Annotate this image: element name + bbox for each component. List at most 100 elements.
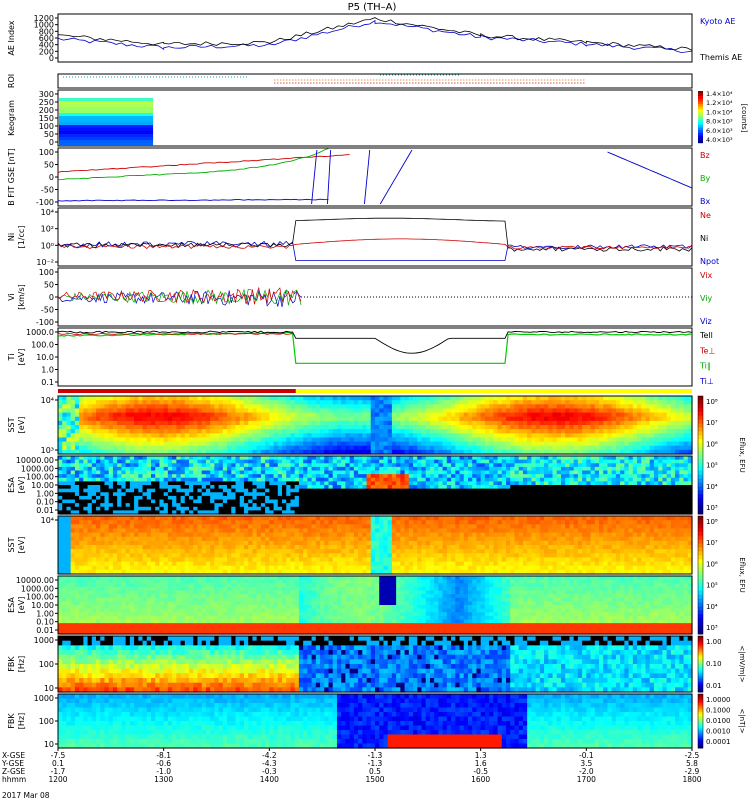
sst-ions-cell	[303, 449, 308, 455]
sst-ions-cell	[548, 400, 554, 405]
sst-electrons-cell	[117, 516, 122, 521]
esa-ions-cell	[472, 492, 478, 497]
esa-ions-cell	[603, 485, 609, 490]
esa-ions-cell	[544, 492, 549, 497]
esa-ions-cell	[248, 506, 254, 511]
sst-ions-cell	[429, 408, 435, 414]
sst-ions-cell	[421, 408, 427, 414]
esa-ions-cell	[286, 495, 292, 501]
esa-ions-cell	[290, 470, 296, 475]
esa-ions-cell	[489, 495, 494, 501]
sst-ions-cell	[467, 449, 473, 455]
esa-ions-cell	[649, 466, 655, 472]
esa-ions-cell	[79, 481, 84, 486]
esa-ions-cell	[155, 470, 161, 475]
esa-ions-cell	[349, 492, 355, 497]
esa-ions-cell	[341, 499, 347, 504]
esa-ions-cell	[476, 506, 482, 511]
sst-electrons-cell	[121, 540, 127, 546]
esa-ions-cell	[303, 492, 308, 497]
sst-ions-cell	[366, 404, 372, 410]
esa-ions-cell	[74, 492, 80, 497]
esa-ions-cell	[273, 466, 279, 472]
esa-ions-cell	[79, 474, 84, 479]
sst-ions-cell	[159, 416, 165, 422]
sst-ions-cell	[201, 437, 207, 443]
esa-ions-cell	[404, 499, 410, 504]
esa-ions-ytick-label: 1.00	[36, 489, 54, 498]
sst-ions-cell	[112, 396, 118, 401]
esa-ions-cell	[155, 506, 161, 511]
sst-ions-cell	[91, 449, 97, 455]
sst-ions-cell	[425, 425, 431, 430]
esa-ions-cell	[277, 466, 283, 472]
esa-ions-cell	[353, 481, 359, 486]
sst-ions-cell	[362, 429, 368, 434]
esa-ions-cell	[121, 506, 127, 511]
sst-ions-cell	[277, 396, 283, 401]
sst-ions-cell	[282, 429, 287, 434]
esa-ions-cell	[413, 492, 418, 497]
keogram-ytick-label: 100	[39, 122, 54, 131]
esa-ions-cell	[687, 506, 693, 511]
sst-electrons-cell	[142, 528, 148, 534]
sst-ions-cell	[548, 404, 554, 410]
sst-ions-cell	[324, 416, 330, 422]
sst-ions-cell	[603, 437, 609, 443]
sst-ions-cell	[582, 433, 587, 439]
esa-ions-cell	[366, 506, 372, 511]
esa-ions-cell	[675, 506, 680, 511]
esa-ions-cell	[662, 459, 668, 464]
sst-ions-cell	[463, 441, 469, 447]
sst-ions-cell	[510, 420, 516, 426]
esa-ions-cell	[62, 470, 68, 475]
sst-ions-cell	[197, 408, 203, 414]
esa-ions-cell	[307, 506, 313, 511]
sst-ions-cell	[531, 408, 537, 414]
esa-ions-cell	[282, 506, 287, 511]
sst-ions-cell	[535, 412, 541, 418]
sst-ions-cell	[121, 396, 127, 401]
sst-ions-cell	[146, 449, 152, 455]
sst-ions-cell	[332, 445, 338, 451]
esa-ions-cell	[535, 474, 541, 479]
esa-ions-cell	[117, 506, 122, 511]
sst-ions-cell	[265, 433, 270, 439]
sst-ions-cell	[675, 408, 680, 414]
sst-ions-cell	[260, 449, 266, 455]
esa-ions-cell	[282, 481, 287, 486]
sst-ions-cell	[620, 416, 625, 422]
sst-ions-cell	[324, 445, 330, 451]
esa-ions-cell	[83, 510, 89, 515]
sst-ions-cell	[434, 425, 439, 430]
esa-ions-cell	[379, 499, 385, 504]
sst-ions-cell	[91, 441, 97, 447]
esa-ions-cell	[205, 474, 211, 479]
esa-ions-cell	[180, 477, 186, 482]
sst-ions-cell	[396, 445, 401, 451]
esa-ions-cell	[658, 485, 664, 490]
sst-ions-cell	[345, 408, 351, 414]
sst-ions-cell	[641, 433, 647, 439]
esa-ions-cell	[125, 481, 131, 486]
sst-ions-cell	[480, 396, 486, 401]
esa-ions-spectrogram	[58, 456, 693, 515]
sst-ions-cell	[358, 425, 363, 430]
sst-ions-cell	[87, 408, 93, 414]
esa-ions-cell	[150, 488, 156, 493]
esa-ions-cell	[265, 474, 270, 479]
sst-ions-cell	[522, 412, 528, 418]
esa-ions-cell	[586, 463, 592, 468]
esa-ions-cell	[459, 506, 465, 511]
sst-ions-cell	[222, 404, 228, 410]
esa-ions-cell	[459, 499, 465, 504]
sst-ions-cell	[180, 425, 186, 430]
sst-ions-cell	[641, 404, 647, 410]
sst-ions-cell	[235, 408, 241, 414]
esa-ions-cell	[121, 456, 127, 461]
sst-ions-cell	[391, 445, 397, 451]
esa-ions-cell	[573, 510, 579, 515]
sst-ions-cell	[451, 404, 456, 410]
sst-ions-cell	[214, 396, 220, 401]
sst-ions-cell	[176, 408, 182, 414]
